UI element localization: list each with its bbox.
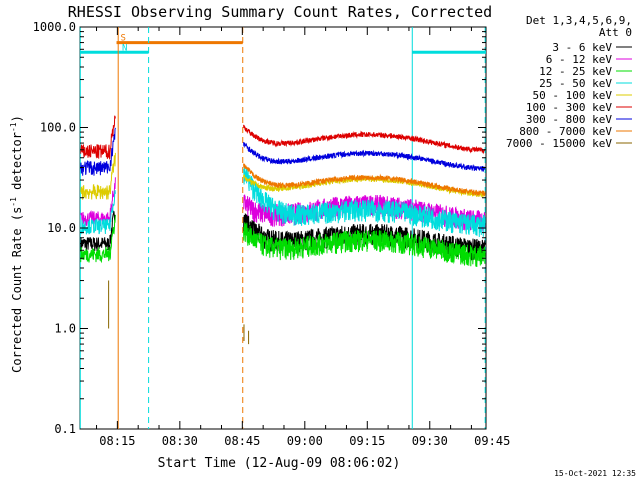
series-line: [80, 115, 486, 160]
y-axis-label: Corrected Count Rate (s-1 detector-1): [9, 115, 24, 373]
y-tick-label: 100.0: [40, 121, 76, 135]
legend-entry-label: 6 - 12 keV: [546, 53, 613, 66]
x-axis-label: Start Time (12-Aug-09 08:06:02): [158, 456, 401, 471]
legend-entry-label: 100 - 300 keV: [526, 101, 612, 114]
x-tick-label: 09:15: [349, 434, 385, 448]
legend-entry-label: 7000 - 15000 keV: [506, 137, 612, 150]
x-tick-label: 08:15: [99, 434, 135, 448]
chart-title: RHESSI Observing Summary Count Rates, Co…: [68, 3, 492, 21]
series-line: [243, 163, 486, 197]
y-tick-label: 10.0: [47, 221, 76, 235]
x-tick-label: 09:30: [412, 434, 448, 448]
x-tick-label: 08:30: [162, 434, 198, 448]
series-lines: [80, 115, 486, 345]
legend-entry-label: 50 - 100 keV: [533, 89, 613, 102]
legend-entry-label: 12 - 25 keV: [539, 65, 612, 78]
x-tick-label: 09:00: [287, 434, 323, 448]
legend-entry-label: 800 - 7000 keV: [519, 125, 612, 138]
legend-entry-label: 3 - 6 keV: [552, 41, 612, 54]
y-tick-label: 0.1: [54, 422, 76, 436]
footer-timestamp: 15-Oct-2021 12:35: [554, 469, 636, 478]
legend-header-2: Att 0: [599, 26, 632, 39]
x-tick-label: 08:45: [224, 434, 260, 448]
legend-header-1: Det 1,3,4,5,6,9,: [526, 14, 632, 27]
legend-entry-label: 300 - 800 keV: [526, 113, 612, 126]
x-tick-label: 09:45: [474, 434, 510, 448]
plot-frame: [79, 26, 487, 430]
series-line: [108, 280, 250, 345]
y-tick-label: 1.0: [54, 322, 76, 336]
series-line: [80, 165, 486, 238]
state-bar-label: N: [122, 43, 127, 53]
series-line: [80, 127, 486, 176]
plot-area: [79, 26, 487, 430]
y-tick-label: 1000.0: [33, 20, 76, 34]
state-bar-label: S: [121, 34, 126, 44]
series-line: [80, 215, 486, 268]
attenuator-bars: SN: [80, 34, 486, 54]
event-lines: [79, 27, 486, 429]
legend-entry-label: 25 - 50 keV: [539, 77, 612, 90]
axes: 0.1 1.0 10.0 100.0 1000.0 08:15 08:30 08:45 09:0…: [33, 20, 511, 448]
